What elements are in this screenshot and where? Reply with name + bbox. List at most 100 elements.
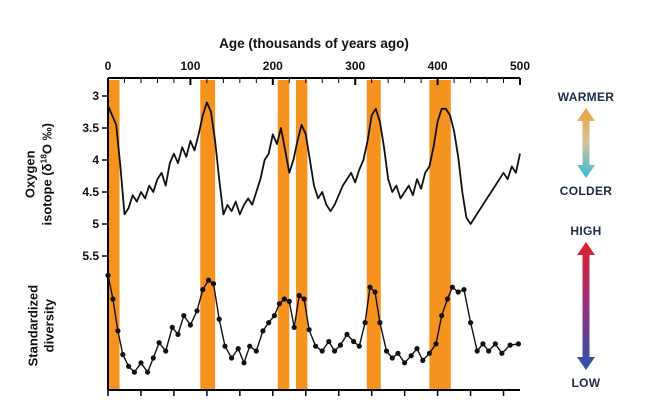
diversity-point [372, 289, 378, 295]
diversity-point [499, 350, 505, 356]
interglacial-band [277, 80, 290, 390]
interglacial-band [108, 80, 120, 390]
diversity-point [222, 343, 228, 349]
oxygen-tick-label: 5 [92, 217, 99, 231]
diversity-point [241, 360, 247, 366]
colder-label: COLDER [559, 184, 613, 198]
diversity-point [474, 348, 480, 354]
diversity-point [169, 324, 175, 330]
diversity-axis-label-line1: Standardized [25, 284, 41, 367]
x-tick-label: 500 [510, 59, 530, 73]
oxygen-tick-label: 3 [92, 89, 99, 103]
diversity-point [414, 346, 420, 352]
interglacial-band [295, 80, 308, 390]
diversity-point [286, 298, 292, 304]
diversity-point [175, 331, 181, 337]
diversity-point [377, 320, 383, 326]
oxygen-axis-label: Oxygen isotope (δ18O ‰) [23, 99, 56, 249]
interglacial-band [429, 80, 451, 390]
oxygen-axis-label-sup: 18 [38, 154, 49, 164]
diversity-point [356, 343, 362, 349]
diversity-point [402, 360, 408, 366]
diversity-point [138, 360, 144, 366]
diversity-point [126, 363, 132, 369]
diversity-point [210, 281, 217, 287]
diversity-point [105, 272, 111, 278]
diversity-point [395, 350, 401, 356]
oxygen-tick-label: 5.5 [82, 249, 99, 263]
warmer-colder-arrow [577, 108, 595, 178]
diversity-point [216, 316, 222, 322]
diversity-point [439, 313, 445, 319]
diversity-point [389, 355, 395, 361]
diversity-point [296, 292, 302, 299]
diversity-point [291, 324, 297, 330]
diversity-point [332, 348, 338, 354]
diversity-point [515, 341, 522, 347]
oxygen-tick-label: 3.5 [82, 121, 99, 135]
diversity-point [408, 353, 414, 359]
diversity-point [266, 320, 272, 326]
diversity-point [313, 343, 319, 349]
interglacial-band [200, 80, 216, 390]
interglacial-band [366, 80, 381, 390]
low-label: LOW [571, 376, 601, 390]
diversity-point [281, 296, 287, 302]
diversity-point [383, 348, 390, 354]
diversity-point [163, 348, 169, 354]
diversity-point [276, 301, 282, 307]
diversity-point [301, 296, 307, 302]
oxygen-tick-label: 4.5 [82, 185, 99, 199]
diversity-point [420, 357, 426, 363]
diversity-point [351, 338, 357, 345]
x-tick-label: 300 [345, 59, 365, 73]
diversity-point [229, 355, 235, 361]
diversity-point [362, 320, 368, 326]
diversity-point [181, 313, 187, 319]
oxygen-axis-label-line1: Oxygen [22, 150, 38, 199]
diversity-point [115, 328, 121, 334]
oxygen-axis-label-pre: isotope (δ [39, 163, 55, 226]
diversity-point [426, 350, 432, 356]
diversity-point [433, 341, 439, 347]
oxygen-axis-label-post: O ‰) [39, 123, 55, 155]
oxygen-tick-label: 4 [92, 153, 99, 167]
oxygen-axis-label-line2: isotope (δ18O ‰) [38, 123, 55, 226]
high-label: HIGH [570, 224, 602, 238]
diversity-point [449, 284, 455, 290]
diversity-point [120, 351, 126, 358]
diversity-point [468, 320, 474, 326]
diversity-point [337, 342, 343, 348]
diversity-point [486, 348, 492, 354]
diversity-point [194, 308, 200, 314]
warmer-label: WARMER [557, 90, 615, 104]
diversity-point [455, 289, 461, 295]
diversity-axis-label-line2: diversity [41, 298, 56, 353]
diversity-point [150, 355, 156, 361]
x-axis-title: Age (thousands of years ago) [219, 36, 409, 51]
diversity-point [235, 346, 241, 352]
diversity-point [461, 287, 467, 293]
diversity-point [205, 277, 212, 283]
diversity-point [156, 340, 162, 346]
diversity-point [131, 369, 137, 375]
diversity-point [444, 296, 451, 302]
oxygen-isotope-curve [107, 101, 521, 225]
diversity-point [480, 341, 486, 347]
diversity-curve [107, 275, 519, 373]
high-low-arrow [577, 242, 595, 370]
diversity-point [367, 284, 373, 290]
diversity-point [145, 369, 151, 375]
diversity-point [344, 331, 350, 337]
diversity-point [492, 341, 498, 347]
diversity-point [319, 348, 325, 354]
diversity-axis-label: Standardized diversity [25, 251, 56, 401]
x-tick-label: 100 [180, 59, 200, 73]
diversity-point [253, 348, 259, 354]
diversity-point [271, 313, 277, 319]
diversity-point [110, 296, 116, 302]
diversity-point [260, 328, 266, 334]
x-tick-label: 0 [105, 59, 112, 73]
